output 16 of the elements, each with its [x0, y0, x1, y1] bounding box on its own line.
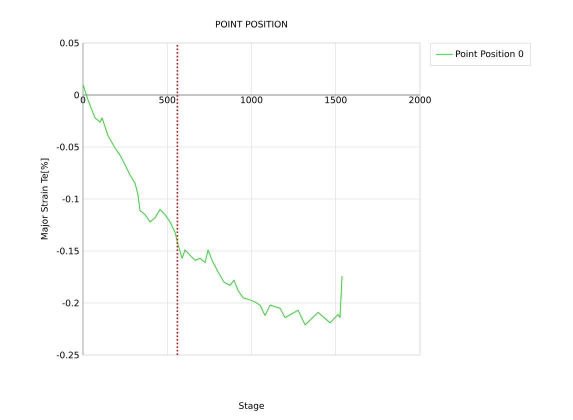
x-tick-label: 0 — [80, 96, 86, 104]
y-tick-label: -0.05 — [56, 144, 79, 150]
y-tick-label: -0.15 — [56, 248, 79, 254]
x-tick-label: 1000 — [241, 96, 262, 104]
y-axis-title: Major Strain Te[%] — [40, 158, 50, 240]
x-axis-title: Stage — [239, 402, 264, 411]
chart-title: POINT POSITION — [216, 20, 288, 28]
x-tick-label: 500 — [159, 96, 176, 104]
y-tick-label: 0 — [74, 92, 79, 98]
y-tick-label: -0.1 — [62, 196, 79, 202]
x-tick-label: 2000 — [409, 96, 431, 104]
y-tick-label: -0.25 — [56, 352, 79, 358]
legend-label: Point Position 0 — [456, 50, 524, 58]
y-tick-label: 0.05 — [60, 40, 79, 46]
y-tick-label: -0.2 — [62, 300, 79, 306]
x-tick-label: 1500 — [325, 96, 347, 104]
